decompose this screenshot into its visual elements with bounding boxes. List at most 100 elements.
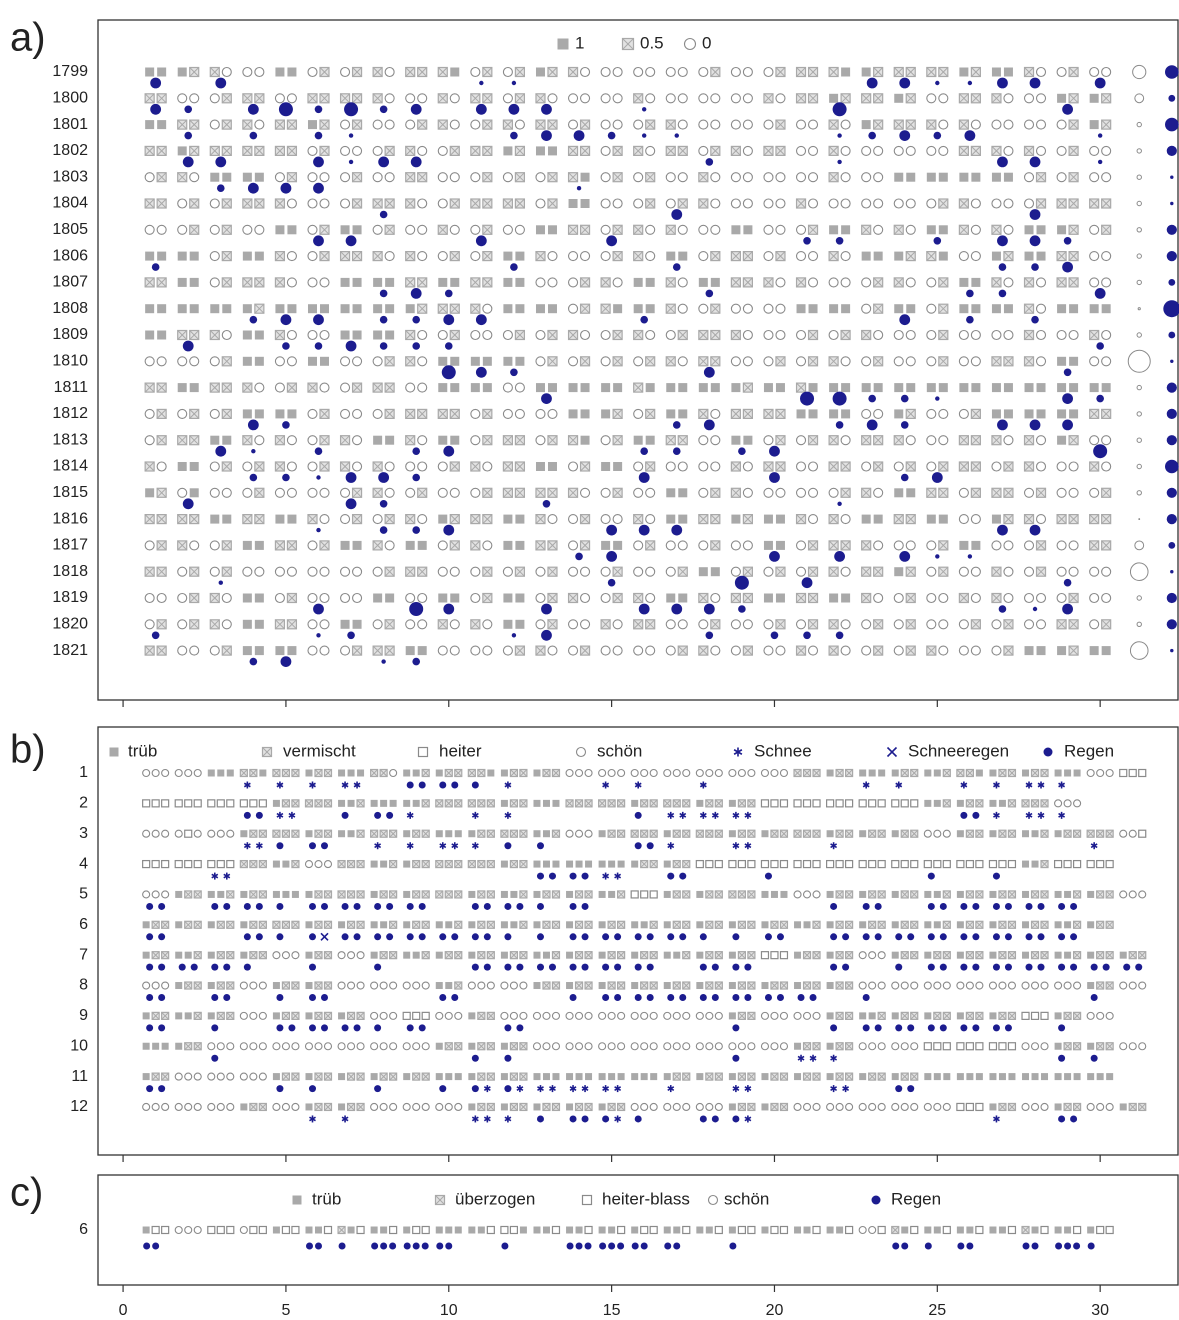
total-filled <box>1170 201 1174 206</box>
sky-symbol <box>861 329 872 341</box>
symbol-part <box>324 799 332 808</box>
sky-symbol <box>840 514 851 525</box>
sky-symbol <box>677 645 688 656</box>
symbol-part <box>470 172 481 183</box>
symbol-part <box>568 67 578 77</box>
sky-symbol <box>319 172 330 183</box>
sky-symbol <box>156 145 167 156</box>
sky-symbol <box>1040 768 1049 778</box>
symbol-part <box>763 198 774 209</box>
sky-symbol <box>612 145 623 156</box>
sky-symbol <box>775 119 786 130</box>
rain-dot <box>412 657 421 666</box>
symbol-part <box>891 769 899 777</box>
symbol-part <box>156 566 167 577</box>
sky-symbol <box>177 67 187 77</box>
symbol-part <box>1056 540 1067 551</box>
symbol-part <box>1105 768 1114 778</box>
sky-symbol <box>905 329 916 341</box>
sky-symbol <box>796 304 806 314</box>
sky-symbol <box>698 198 709 209</box>
sky-symbol <box>449 645 460 656</box>
symbol-part <box>1003 540 1014 551</box>
sky-symbol <box>189 198 200 209</box>
symbol-part <box>808 383 818 393</box>
sky-symbol <box>340 277 350 287</box>
symbol-part <box>254 514 265 524</box>
symbol-part <box>161 768 170 778</box>
sky-symbol <box>405 356 416 367</box>
sky-symbol <box>579 461 591 472</box>
sky-symbol <box>189 356 200 367</box>
symbol-part <box>352 487 362 498</box>
symbol-part <box>547 146 557 156</box>
symbol-part <box>633 461 644 472</box>
symbol-part <box>340 408 351 419</box>
sky-symbol <box>601 540 611 550</box>
symbol-part <box>905 540 916 551</box>
symbol-part <box>437 145 448 156</box>
symbol-part <box>372 93 383 104</box>
symbol-part <box>535 592 546 604</box>
symbol-part <box>421 769 430 777</box>
sky-symbol <box>258 829 267 838</box>
symbol-part <box>677 645 688 656</box>
sky-symbol <box>743 435 753 445</box>
symbol-part <box>177 435 188 446</box>
sky-symbol <box>221 66 232 78</box>
sky-symbol <box>405 513 416 525</box>
symbol-part <box>209 277 220 288</box>
row-label: 9 <box>79 1007 88 1024</box>
sky-symbol <box>1035 329 1047 341</box>
sky-symbol <box>340 66 351 78</box>
symbol-part <box>677 461 688 472</box>
sky-symbol <box>156 172 167 183</box>
sky-symbol <box>742 303 753 314</box>
symbol-part <box>515 566 525 577</box>
sky-symbol <box>514 435 526 446</box>
symbol-part <box>1089 566 1100 577</box>
symbol-part <box>177 93 188 104</box>
sky-symbol <box>861 619 872 630</box>
rain-dot <box>935 80 940 86</box>
sky-symbol <box>189 119 200 130</box>
sky-symbol <box>450 277 460 287</box>
symbol-part <box>438 435 448 445</box>
sky-symbol <box>385 593 395 603</box>
sky-symbol <box>242 330 252 340</box>
sky-symbol <box>1068 224 1079 235</box>
sky-symbol <box>873 119 884 130</box>
sky-symbol <box>323 799 333 808</box>
sky-symbol <box>209 66 220 78</box>
sky-symbol <box>514 382 525 393</box>
sky-symbol <box>868 829 877 838</box>
symbol-part <box>1024 330 1034 340</box>
sky-symbol <box>742 145 753 156</box>
row-label: 1819 <box>52 589 88 606</box>
sky-symbol <box>714 829 723 838</box>
sky-symbol <box>763 93 774 104</box>
sky-symbol <box>314 799 323 808</box>
symbol-part <box>795 119 807 130</box>
symbol-part <box>580 199 590 208</box>
symbol-part <box>1056 487 1067 498</box>
sky-symbol <box>209 119 220 130</box>
sky-symbol <box>958 145 969 156</box>
sky-symbol <box>633 540 644 551</box>
sky-symbol <box>601 462 611 471</box>
sky-symbol <box>449 408 460 419</box>
rain-dot <box>379 315 388 324</box>
sky-symbol <box>272 799 280 807</box>
symbol-part <box>873 356 884 367</box>
total-filled <box>1170 648 1174 653</box>
sky-symbol <box>389 829 398 838</box>
symbol-part <box>580 119 590 130</box>
rain-dot <box>575 552 583 561</box>
symbol-part <box>861 593 872 603</box>
symbol-part <box>259 860 267 868</box>
sky-symbol <box>177 487 188 498</box>
sky-symbol <box>346 859 356 869</box>
symbol-part <box>580 409 590 419</box>
rain-dot <box>479 80 484 86</box>
sky-symbol <box>1056 566 1067 577</box>
